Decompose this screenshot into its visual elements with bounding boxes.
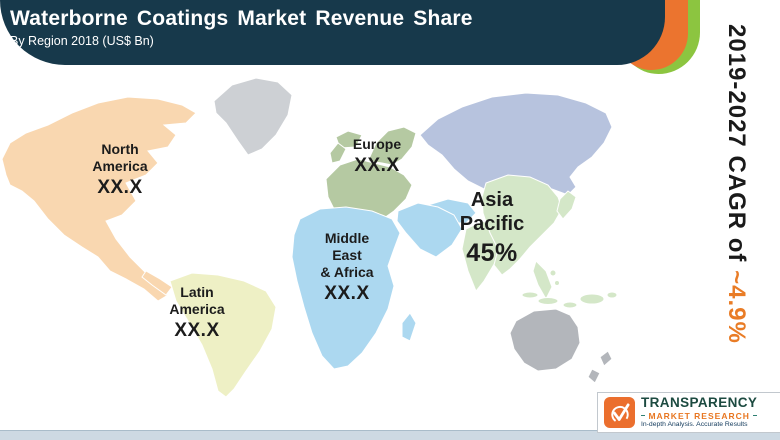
- logo-subname-row: MARKET RESEARCH: [641, 410, 758, 421]
- region-name: Asia: [470, 189, 514, 211]
- region-value: XX.X: [354, 155, 400, 176]
- region-value: XX.X: [324, 283, 370, 304]
- page-title: Waterborne Coatings Market Revenue Share: [10, 7, 473, 30]
- region-name: America: [169, 301, 225, 317]
- header-bar: [0, 0, 665, 65]
- region-north-america: [1, 96, 197, 302]
- logo-checkmark-icon: [604, 397, 635, 428]
- label-north-america: North America XX.X: [92, 141, 147, 199]
- region-value: XX.X: [174, 320, 220, 341]
- footer-strip: [0, 430, 780, 440]
- region-russia-cis: [419, 92, 613, 200]
- cagr-prefix: 2019-2027 CAGR of: [723, 24, 750, 271]
- brand-logo: TRANSPARENCY MARKET RESEARCH In-depth An…: [597, 392, 780, 433]
- region-greenland: [213, 77, 293, 156]
- world-map: [0, 63, 700, 400]
- region-middle-east-africa: [291, 198, 477, 370]
- label-middle-east-africa: Middle East & Africa XX.X: [320, 230, 373, 305]
- region-australia-nz: [509, 308, 613, 384]
- label-latin-america: Latin America XX.X: [169, 284, 224, 342]
- region-name: America: [92, 158, 148, 174]
- region-name: East: [332, 247, 362, 263]
- region-name: Middle: [324, 230, 370, 246]
- region-value: 45%: [466, 239, 518, 267]
- label-asia-pacific: Asia Pacific 45%: [460, 188, 524, 267]
- logo-subname: MARKET RESEARCH: [648, 410, 750, 421]
- world-map-svg: [1, 77, 618, 398]
- region-name: North: [101, 141, 139, 157]
- logo-name: TRANSPARENCY: [641, 395, 758, 411]
- region-name: Europe: [352, 136, 402, 152]
- page-subtitle: By Region 2018 (US$ Bn): [10, 34, 154, 48]
- logo-rule-left: [641, 415, 646, 417]
- region-asia-pacific: [461, 174, 618, 309]
- header-text-block: Waterborne Coatings Market Revenue Share…: [10, 6, 473, 50]
- logo-tagline: In-depth Analysis. Accurate Results: [641, 421, 748, 429]
- cagr-value: ~4.9%: [723, 270, 750, 344]
- cagr-annotation: 2019-2027 CAGR of ~4.9%: [722, 24, 750, 384]
- logo-rule-right: [752, 415, 758, 417]
- region-name: & Africa: [320, 264, 374, 280]
- logo-text-block: TRANSPARENCY MARKET RESEARCH In-depth An…: [641, 395, 758, 429]
- region-latin-america: [169, 272, 277, 398]
- label-europe: Europe XX.X: [353, 136, 401, 177]
- region-name: Latin: [180, 284, 214, 300]
- region-name: Pacific: [459, 213, 525, 235]
- region-value: XX.X: [97, 177, 143, 198]
